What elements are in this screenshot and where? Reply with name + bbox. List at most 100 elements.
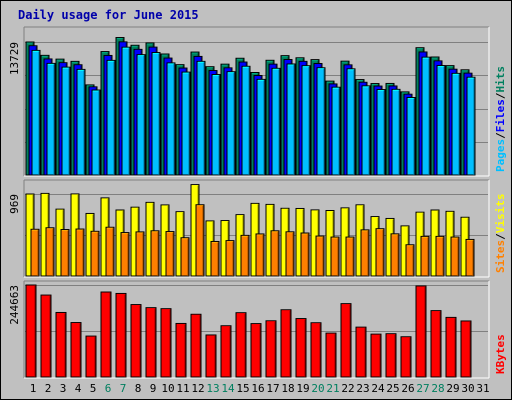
bar-body	[415, 285, 427, 378]
bar-pages	[106, 59, 116, 176]
bar-kbytes	[340, 303, 352, 378]
bar-body	[295, 318, 307, 378]
bar-pages	[436, 65, 446, 176]
bar-pages	[301, 65, 311, 176]
bar-body	[240, 234, 250, 277]
bar-body	[55, 311, 67, 378]
bar-body	[76, 68, 86, 176]
bar-sites	[390, 233, 400, 277]
bar-body	[460, 320, 472, 378]
bar-body	[385, 333, 397, 378]
bar-sites	[330, 236, 340, 277]
bar-body	[360, 229, 370, 277]
bar-sites	[60, 229, 70, 277]
bar-body	[406, 96, 416, 176]
bar-pages	[181, 71, 191, 176]
bar-pages	[226, 71, 236, 176]
bar-body	[400, 336, 412, 378]
bar-kbytes	[25, 284, 37, 378]
bar-sites	[150, 230, 160, 277]
y-tick-label: 13729	[8, 42, 21, 75]
bar-kbytes	[235, 312, 247, 378]
bar-body	[315, 235, 325, 277]
bar-body	[355, 326, 367, 378]
bar-body	[105, 226, 115, 277]
bar-body	[451, 72, 461, 176]
bar-body	[225, 240, 235, 277]
y-tick-label: 969	[8, 194, 21, 214]
bar-kbytes	[415, 285, 427, 378]
bar-body	[70, 322, 82, 378]
bar-sites	[450, 236, 460, 277]
bar-body	[310, 322, 322, 378]
bar-body	[301, 65, 311, 176]
bar-kbytes	[310, 322, 322, 378]
bar-body	[430, 310, 442, 378]
bar-kbytes	[400, 336, 412, 378]
x-tick-label: 26	[401, 382, 414, 395]
bar-sites	[105, 226, 115, 277]
x-tick-label: 4	[75, 382, 82, 395]
bar-pages	[271, 67, 281, 176]
bar-body	[45, 227, 55, 277]
x-tick-label: 30	[461, 382, 474, 395]
bar-body	[75, 228, 85, 277]
x-tick-label: 31	[476, 382, 489, 395]
bar-sites	[405, 244, 415, 277]
x-tick-label: 17	[266, 382, 279, 395]
bar-body	[165, 231, 175, 277]
x-tick-label: 11	[176, 382, 189, 395]
bar-body	[205, 334, 217, 378]
x-tick-label: 5	[90, 382, 97, 395]
bar-pages	[376, 89, 386, 176]
bar-pages	[211, 74, 221, 176]
bar-pages	[316, 67, 326, 176]
bar-body	[136, 54, 146, 176]
bar-kbytes	[190, 313, 202, 378]
x-tick-label: 24	[371, 382, 385, 395]
bar-sites	[435, 235, 445, 277]
bar-body	[346, 68, 356, 176]
bar-sites	[90, 230, 100, 277]
bar-body	[120, 232, 130, 277]
bar-pages	[391, 88, 401, 176]
x-tick-label: 6	[105, 382, 112, 395]
bar-body	[241, 65, 251, 176]
bar-sites	[180, 237, 190, 277]
bar-body	[151, 52, 161, 176]
bar-body	[31, 49, 41, 176]
bar-kbytes	[160, 308, 172, 378]
x-tick-label: 20	[311, 382, 324, 395]
x-tick-label: 1	[30, 382, 37, 395]
legend-kbytes: KBytes	[494, 334, 507, 374]
x-tick-label: 3	[60, 382, 67, 395]
bar-sites	[195, 204, 205, 277]
x-tick-label: 7	[120, 382, 127, 395]
bar-pages	[76, 68, 86, 176]
bar-body	[450, 236, 460, 277]
bar-sites	[285, 231, 295, 277]
bar-kbytes	[70, 322, 82, 378]
bar-body	[325, 332, 337, 378]
x-tick-label: 13	[206, 382, 219, 395]
bar-body	[286, 63, 296, 176]
bar-body	[465, 238, 475, 277]
bar-body	[61, 66, 71, 176]
bar-body	[255, 233, 265, 277]
x-tick-label: 2	[45, 382, 52, 395]
bar-body	[376, 89, 386, 176]
bar-sites	[375, 228, 385, 277]
bar-pages	[61, 66, 71, 176]
bar-body	[316, 67, 326, 176]
bar-kbytes	[100, 291, 112, 378]
bar-pages	[331, 86, 341, 176]
bar-sites	[255, 233, 265, 277]
x-tick-label: 27	[416, 382, 429, 395]
bar-sites	[300, 232, 310, 277]
bar-kbytes	[295, 318, 307, 378]
bar-body	[115, 292, 127, 378]
bar-body	[130, 304, 142, 378]
bar-body	[181, 71, 191, 176]
bar-body	[300, 232, 310, 277]
bar-pages	[91, 89, 101, 176]
